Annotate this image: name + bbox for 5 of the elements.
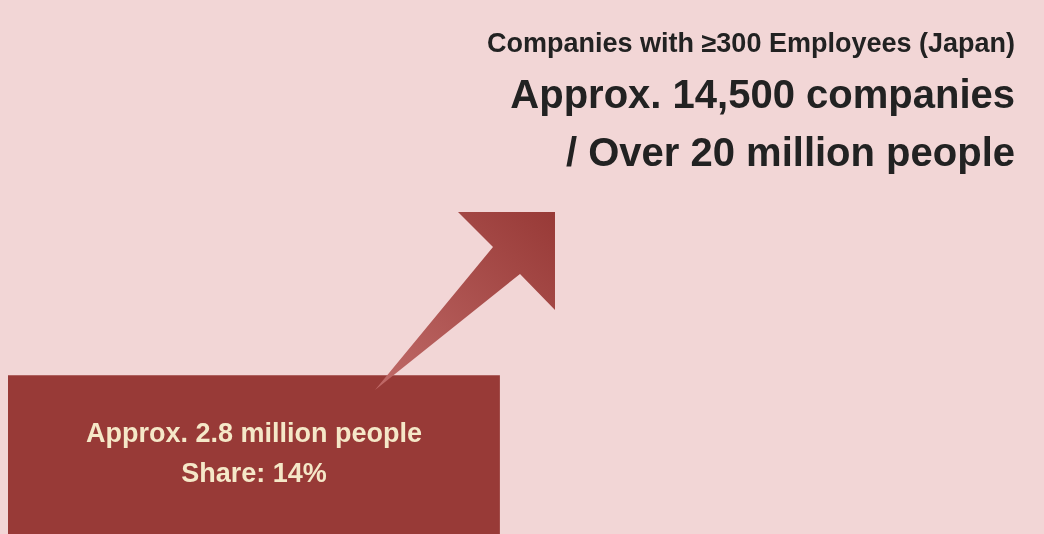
data-label: / Over 20 million people (565, 130, 1015, 175)
text: Approx. 14,500 companies (510, 72, 1015, 117)
data-label: Approx. 2.8 million people (85, 418, 422, 449)
text: Share: 14% (181, 458, 327, 489)
text: Companies with ≥300 Employees (Japan) (487, 28, 1015, 59)
